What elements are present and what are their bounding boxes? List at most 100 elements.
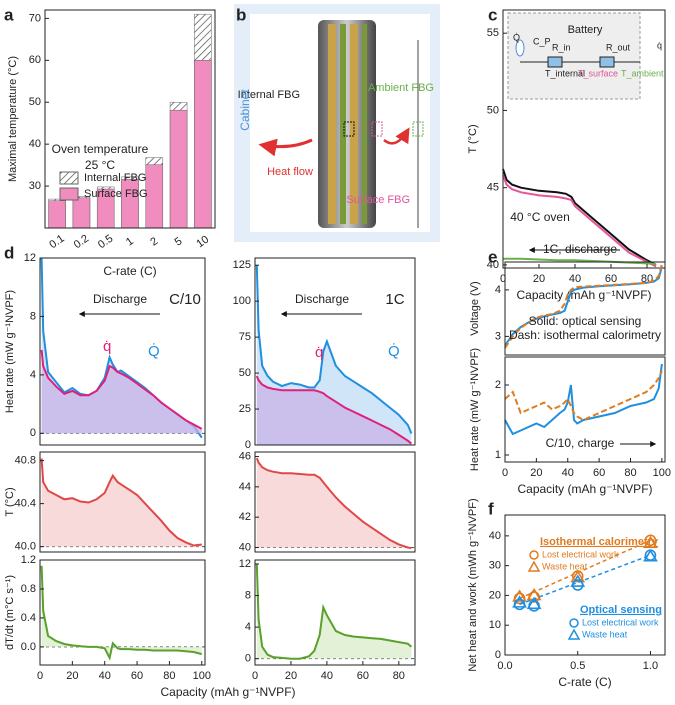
inset-title: Battery — [568, 24, 603, 36]
source — [515, 39, 525, 57]
y-tick-label: 20 — [489, 589, 501, 601]
y-axis-label: Voltage (V) — [469, 281, 481, 335]
axes-frame — [254, 451, 416, 553]
line — [40, 565, 203, 661]
stripe — [328, 24, 336, 224]
area-fill — [41, 458, 202, 547]
annotation: C/10, charge — [546, 436, 615, 450]
legend-label: Waste heat — [542, 561, 588, 571]
x-tick-label: 0.2 — [72, 233, 91, 252]
inset-label: T_ambient — [621, 68, 664, 78]
annotation: 40 °C oven — [510, 210, 570, 224]
stripe — [340, 24, 346, 224]
y-tick-label: 55 — [487, 27, 499, 39]
line — [40, 349, 203, 430]
y-tick-label: 45 — [487, 182, 499, 194]
y-tick-label: 30 — [489, 560, 501, 572]
y-tick-label: 10 — [489, 619, 501, 631]
axes-frame — [44, 9, 216, 229]
annotation: Oven temperature — [52, 142, 149, 156]
x-tick-label: 0 — [252, 670, 258, 682]
resistor — [547, 56, 563, 68]
x-axis-label: Capacity (mAh g⁻¹NVPF) — [516, 288, 651, 302]
x-tick-label: 5 — [173, 235, 185, 248]
line — [504, 363, 663, 436]
marker — [526, 596, 542, 610]
y-axis-label: dT/dt (m°C s⁻¹) — [4, 575, 16, 650]
y-tick-label: 30 — [29, 180, 41, 192]
y-tick-label: 125 — [233, 259, 251, 271]
y-tick-label: 60 — [29, 54, 41, 66]
bar — [121, 179, 139, 229]
y-axis-label: Heat rate (mW g⁻¹NVPF) — [4, 290, 16, 413]
x-tick-label: 100 — [193, 670, 211, 682]
line — [502, 174, 657, 268]
x-tick-label: 20 — [285, 670, 297, 682]
line — [502, 168, 657, 266]
axes-frame — [504, 261, 666, 356]
legend-label: Lost electrical work — [542, 549, 619, 559]
heat-arrow — [258, 138, 313, 157]
stripe — [362, 24, 367, 224]
x-tick-label: 20 — [66, 670, 78, 682]
y-axis-label: T (°C) — [467, 124, 479, 153]
x-tick-label: 60 — [131, 670, 143, 682]
x-tick-label: 40 — [569, 273, 581, 285]
panel-label: f — [488, 499, 494, 518]
y-tick-label: 40 — [489, 530, 501, 542]
x-tick-label: 60 — [605, 273, 617, 285]
x-tick-label: 0 — [37, 670, 43, 682]
line — [503, 257, 657, 266]
y-tick-label: 40 — [29, 138, 41, 150]
y-tick-label: 100 — [233, 295, 251, 307]
annotation: Discharge — [93, 292, 147, 306]
inset-label: C_P — [533, 36, 551, 46]
y-tick-label: 0 — [495, 649, 501, 661]
area-fill — [41, 565, 202, 658]
series-label: q̇ — [103, 338, 111, 355]
panel-b: Internal FBG Ambient FBG Cabinet Heat fl… — [234, 4, 440, 242]
y-tick-label: 25 — [239, 403, 251, 415]
y-tick-label: 4 — [495, 284, 501, 296]
series-label: q̇ — [315, 344, 323, 361]
x-tick-label: 2 — [148, 235, 160, 248]
line — [255, 375, 413, 445]
series-label: Q̇ — [388, 343, 400, 360]
inset-label: q̇ — [657, 40, 662, 50]
x-tick-label: 0 — [502, 467, 508, 479]
marker — [643, 535, 658, 549]
annotation: 1C, discharge — [543, 242, 617, 256]
x-tick-label: 80 — [163, 670, 175, 682]
x-tick-label: 60 — [593, 467, 605, 479]
legend-group: Isothermal calorimetry — [540, 536, 659, 548]
y-tick-label: 42 — [239, 511, 251, 523]
y-tick-label: 44 — [239, 481, 251, 493]
y-tick-label: 8 — [30, 310, 36, 322]
y-tick-label: 46 — [239, 450, 251, 462]
inset-label: T_surface — [578, 68, 618, 78]
x-tick-label: 20 — [533, 273, 545, 285]
x-tick-label: 0 — [500, 273, 506, 285]
panel-label: e — [488, 247, 497, 266]
x-tick-label: 20 — [530, 467, 542, 479]
y-tick-label: 2 — [495, 379, 501, 391]
marker — [570, 574, 586, 587]
x-tick-label: 60 — [357, 670, 369, 682]
x-tick-label: 80 — [624, 467, 636, 479]
annotation: 1C — [385, 291, 404, 308]
legend-label: Lost electrical work — [582, 617, 659, 627]
marker — [512, 589, 527, 602]
axes-frame — [39, 451, 206, 553]
bar — [48, 200, 66, 229]
inset-label: R_in — [552, 42, 571, 52]
panel-label: c — [488, 5, 497, 24]
x-tick-label: 0.0 — [497, 660, 512, 672]
legend-marker — [567, 628, 581, 640]
x-tick-label: 100 — [653, 467, 671, 479]
y-tick-label: 4 — [245, 621, 251, 633]
axes-frame — [39, 257, 206, 446]
line — [255, 457, 412, 550]
legend-label: Waste heat — [582, 629, 628, 639]
x-tick-label: 0.1 — [47, 233, 66, 252]
